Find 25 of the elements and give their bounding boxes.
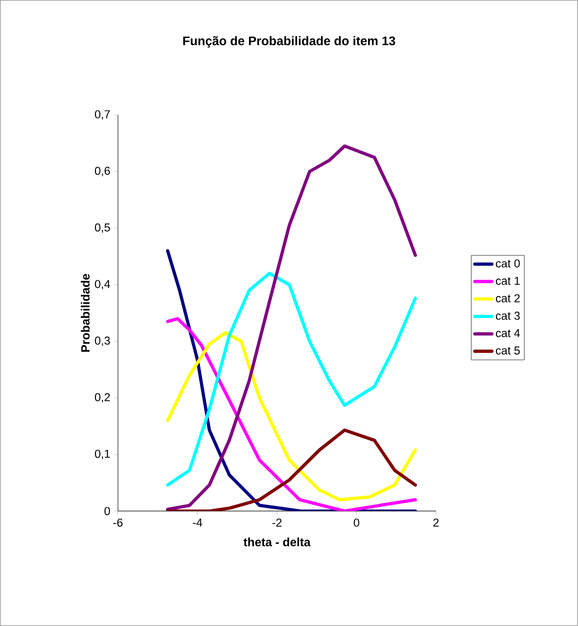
legend-label: cat 5 xyxy=(496,346,520,355)
y-tick-label: 0,5 xyxy=(94,223,110,233)
y-tick-label: 0 xyxy=(104,507,110,516)
y-axis-title: Probabilidade xyxy=(80,274,90,352)
y-tick-label: 0,1 xyxy=(94,450,110,460)
legend-label: cat 4 xyxy=(496,329,520,338)
legend-label: cat 1 xyxy=(496,276,520,285)
x-tick-label: 0 xyxy=(354,518,360,527)
x-tick-label: -2 xyxy=(272,518,282,527)
legend-label: cat 2 xyxy=(496,294,520,302)
y-tick-label: 0,6 xyxy=(94,166,110,176)
line-series xyxy=(166,144,417,511)
y-tick-label: 0,2 xyxy=(94,393,110,403)
y-tick-label: 0,4 xyxy=(94,280,110,290)
x-tick-label: -6 xyxy=(113,518,123,527)
x-axis-title: theta - delta xyxy=(244,538,311,546)
line-series xyxy=(166,272,417,487)
line-series xyxy=(166,428,417,512)
y-tick-label: 0,3 xyxy=(94,336,110,346)
legend-label: cat 0 xyxy=(496,259,520,268)
y-tick-label: 0,7 xyxy=(94,110,110,120)
legend-label: cat 3 xyxy=(496,312,520,320)
x-tick-label: -4 xyxy=(192,518,202,526)
chart-title: Função de Probabilidade do item 13 xyxy=(183,36,396,48)
x-tick-label: 2 xyxy=(433,518,439,527)
